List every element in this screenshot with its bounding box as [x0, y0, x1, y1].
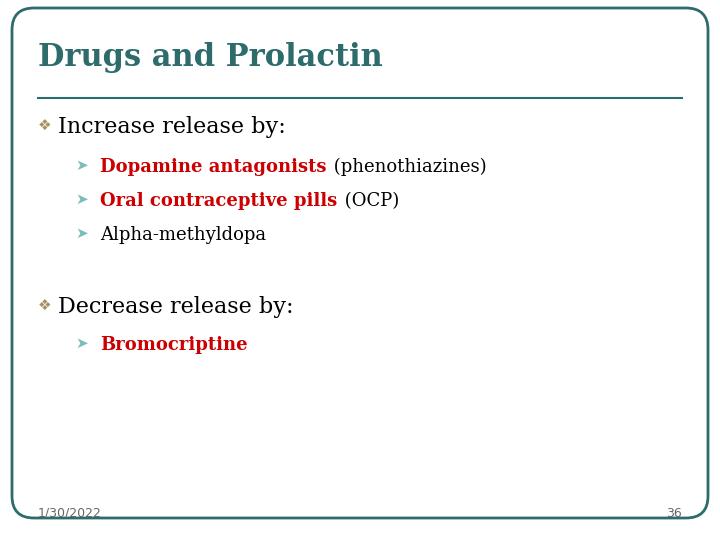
Text: 36: 36 [666, 507, 682, 520]
Text: ➤: ➤ [75, 158, 88, 173]
Text: ➤: ➤ [75, 192, 88, 207]
Text: (phenothiazines): (phenothiazines) [328, 158, 487, 176]
Text: Alpha-methyldopa: Alpha-methyldopa [100, 226, 266, 244]
Text: ❖: ❖ [38, 298, 52, 313]
Text: (OCP): (OCP) [339, 192, 400, 210]
Text: Drugs and Prolactin: Drugs and Prolactin [38, 42, 383, 73]
Text: Increase release by:: Increase release by: [58, 116, 286, 138]
Text: Oral contraceptive pills: Oral contraceptive pills [100, 192, 337, 210]
Text: 1/30/2022: 1/30/2022 [38, 507, 102, 520]
Text: ➤: ➤ [75, 336, 88, 351]
FancyBboxPatch shape [12, 8, 708, 518]
Text: Decrease release by:: Decrease release by: [58, 296, 294, 318]
Text: ❖: ❖ [38, 118, 52, 133]
Text: Bromocriptine: Bromocriptine [100, 336, 248, 354]
Text: Dopamine antagonists: Dopamine antagonists [100, 158, 326, 176]
Text: ➤: ➤ [75, 226, 88, 241]
